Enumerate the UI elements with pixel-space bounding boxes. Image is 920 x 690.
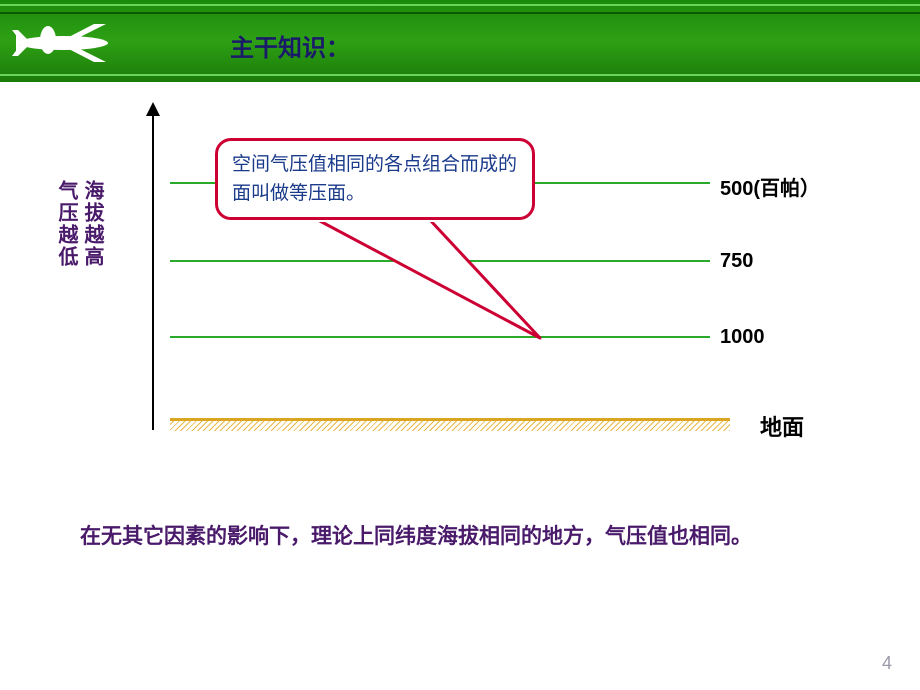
y-axis — [152, 110, 154, 430]
isobar-label: 500(百帕） — [720, 172, 820, 201]
plane-icon — [8, 18, 128, 68]
diagram-area: 气压越低 海拔越高 500(百帕） 750 1000 地面 空间气压值相同的各点… — [60, 110, 880, 540]
ground-label: 地面 — [760, 410, 804, 442]
isobar-label: 1000 — [720, 326, 765, 349]
header-band: 主干知识： — [0, 0, 920, 82]
header-title: 主干知识： — [230, 28, 350, 63]
header-stripe — [0, 4, 920, 6]
axis-label-altitude: 海拔越高 — [78, 180, 107, 268]
header-stripe — [0, 12, 920, 14]
callout-tail — [310, 218, 570, 348]
header-stripe — [0, 74, 920, 76]
isobar-label: 750 — [720, 250, 753, 273]
axis-label-pressure: 气压越低 — [52, 180, 81, 268]
callout-box: 空间气压值相同的各点组合而成的面叫做等压面。 — [215, 138, 535, 220]
footer-text: 在无其它因素的影响下，理论上同纬度海拔相同的地方，气压值也相同。 — [80, 520, 752, 550]
ground-hatch — [170, 421, 730, 431]
page-number: 4 — [882, 653, 892, 674]
